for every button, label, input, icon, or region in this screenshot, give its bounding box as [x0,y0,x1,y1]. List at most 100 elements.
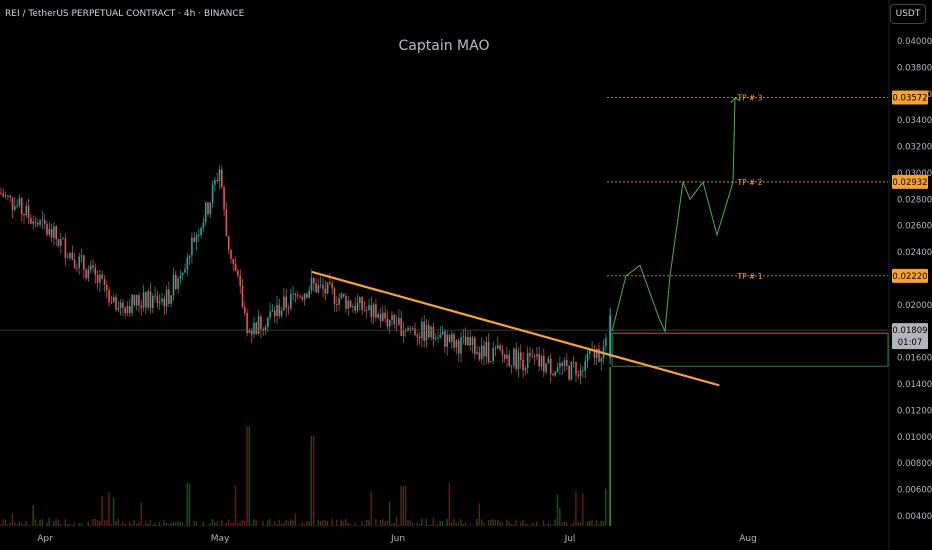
volume-bar [202,521,204,526]
volume-bar [490,519,492,526]
candle-body [457,340,460,354]
volume-bar [115,520,117,526]
volume-bar [149,519,152,526]
candle-body [83,255,85,270]
candle-body [361,297,363,310]
candle-body [276,304,278,316]
price-tick-label: 0.01200 [897,406,932,416]
volume-bar [543,520,545,526]
candle-body [501,349,504,355]
volume-bar [506,519,508,526]
candle-body [211,184,214,203]
volume-bar [379,519,382,526]
candle-body [87,269,90,279]
volume-bar [324,520,326,526]
candle-body [540,356,543,367]
volume-bar [103,519,106,526]
volume-bar [32,505,34,526]
candle-body [579,370,582,376]
time-axis[interactable]: Apr May Jun Jul Aug [37,534,757,544]
volume-bar [87,521,89,526]
candle-body [244,306,246,313]
candle-body [508,354,511,367]
volume-bar [60,524,62,526]
candle-body [566,360,568,366]
candle-body [547,358,550,364]
candle-body [331,283,333,289]
candle-body [476,352,478,355]
volume-bar [600,520,602,526]
candle-body [216,180,218,182]
candle-body [158,301,161,304]
time-tick-label: May [211,534,230,544]
projection-path [611,97,736,334]
candle-body [200,227,202,236]
volume-bar [303,524,306,526]
volume-bar [308,521,310,526]
volume-bar [34,519,37,526]
candle-body [34,221,37,223]
candle-body [39,220,41,225]
candle-body [310,278,313,291]
currency-button[interactable]: USDT [890,4,926,24]
volume-bar [444,525,446,526]
price-tick-label: 0.03000 [897,169,932,179]
candle-body [53,226,55,238]
volume-bar [487,519,490,526]
price-tick-label: 0.03200 [897,143,932,153]
volume-bar [457,522,460,526]
candle-body [154,295,156,297]
candle-body [497,345,499,349]
volume-bar [393,522,395,526]
volume-bar [276,524,278,526]
volume-bar [163,519,165,526]
volume-bar [464,522,467,526]
volume-bar [140,502,142,526]
candle-body [345,296,347,309]
volume-bar [398,525,400,526]
candle-body [264,327,267,331]
candle-body [563,360,566,366]
volume-bar [418,523,421,526]
candle-body [241,286,244,307]
volume-bar [395,516,398,526]
candle-body [434,338,437,340]
volume-bar [23,524,25,526]
volume-bar [290,519,292,526]
volume-bar [158,521,161,526]
candle-body [354,306,356,311]
volume-bar [234,486,237,526]
price-axis[interactable]: 0.040000.038000.036000.034000.032000.030… [888,0,932,550]
candle-body [234,263,237,271]
candle-body [464,336,467,346]
candle-body [66,257,69,259]
candle-body [122,302,124,308]
volume-bar [223,525,225,526]
candle-body [232,258,235,264]
volume-bar [591,519,593,526]
candle-body [526,353,529,369]
candle-body [193,237,195,242]
volume-bar [434,524,437,526]
volume-bar [27,524,30,526]
candle-body [338,298,340,305]
volume-bar [513,524,515,526]
candle-body [572,361,575,363]
volume-bar [119,524,122,526]
candle-body [149,291,152,308]
candle-body [306,293,308,298]
target-price-text: 0.02932 [892,178,927,188]
candle-body [299,296,301,297]
candle-body [319,284,322,286]
volume-bar [529,525,531,526]
volume-bar [246,426,248,526]
candle-body [407,328,409,331]
candle-body [329,282,331,284]
candle-body [4,195,7,197]
candlestick-series [0,165,612,385]
volume-bar [83,525,85,526]
price-tick-label: 0.02400 [897,248,932,258]
candle-body [46,223,48,235]
volume-bar [71,524,73,526]
